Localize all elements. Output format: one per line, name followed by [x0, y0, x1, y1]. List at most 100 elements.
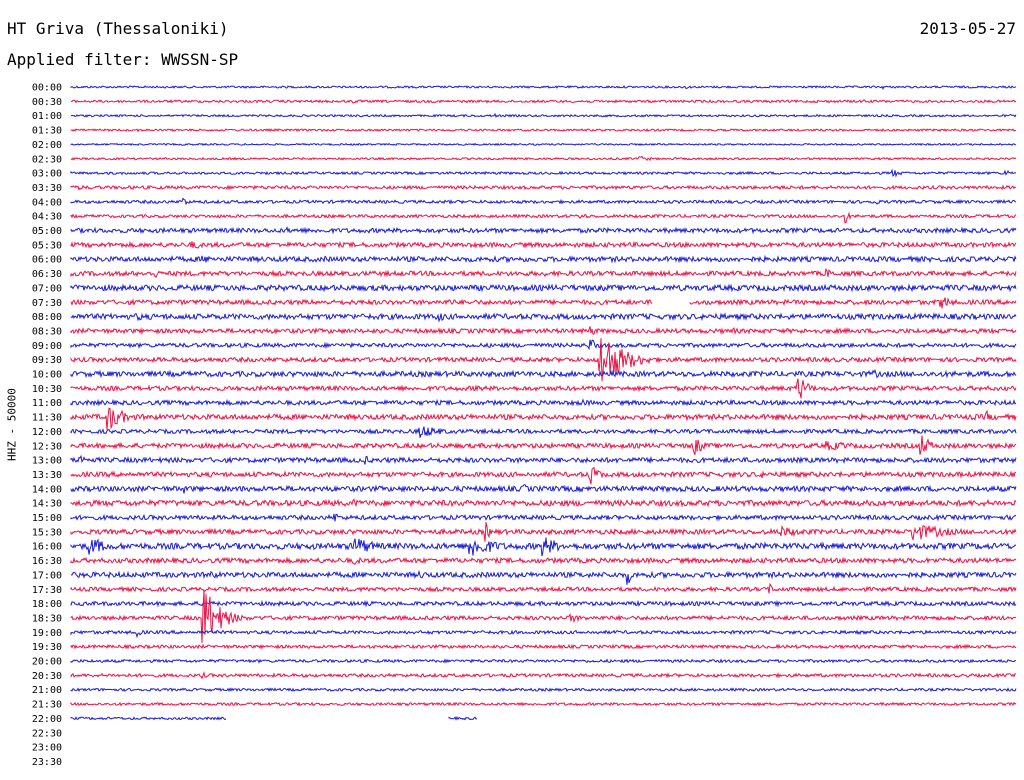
- trace-07:30: [70, 298, 653, 307]
- trace-16:00: [70, 537, 1017, 557]
- trace-19:30: [70, 643, 1017, 650]
- trace-03:00: [70, 168, 1017, 178]
- row-label: 08:30: [32, 326, 62, 337]
- trace-06:30: [70, 267, 1017, 279]
- row-label: 06:00: [32, 255, 62, 266]
- trace-18:00: [70, 599, 1017, 608]
- row-label: 20:30: [32, 671, 62, 682]
- row-label: 15:00: [32, 513, 62, 524]
- row-label: 04:30: [32, 212, 62, 223]
- trace-10:00: [70, 368, 1017, 379]
- trace-19:00: [70, 629, 1017, 639]
- trace-06:00: [70, 254, 1017, 264]
- row-label: 09:30: [32, 355, 62, 366]
- row-label: 11:30: [32, 413, 62, 424]
- trace-13:00: [70, 454, 1017, 465]
- trace-21:30: [70, 701, 1017, 707]
- row-label: 06:30: [32, 269, 62, 280]
- trace-17:00: [70, 569, 1017, 585]
- trace-02:30: [70, 155, 1017, 162]
- row-label: 18:30: [32, 613, 62, 624]
- trace-07:30: [689, 297, 1017, 309]
- trace-02:00: [70, 142, 1017, 147]
- trace-22:00: [448, 715, 478, 721]
- trace-17:30: [70, 582, 1017, 594]
- row-label: 03:00: [32, 169, 62, 180]
- row-label: 07:00: [32, 283, 62, 294]
- trace-16:30: [70, 556, 1017, 565]
- trace-13:30: [70, 466, 1017, 485]
- row-label: 00:30: [32, 97, 62, 108]
- row-label: 13:00: [32, 456, 62, 467]
- row-label: 08:00: [32, 312, 62, 323]
- trace-15:00: [70, 513, 1017, 522]
- row-label: 21:30: [32, 700, 62, 711]
- row-label: 22:30: [32, 728, 62, 739]
- row-label: 01:30: [32, 126, 62, 137]
- row-labels: 00:00 00:30 01:00 01:30 02:00 02:30 03:00 03:30…: [32, 83, 62, 768]
- trace-07:00: [70, 283, 1017, 293]
- trace-11:00: [70, 398, 1017, 407]
- trace-11:30: [70, 407, 1017, 430]
- row-label: 20:00: [32, 657, 62, 668]
- row-label: 10:30: [32, 384, 62, 395]
- row-label: 16:30: [32, 556, 62, 567]
- row-label: 16:00: [32, 542, 62, 553]
- row-label: 22:00: [32, 714, 62, 725]
- row-label: 15:30: [32, 527, 62, 538]
- record-date: 2013-05-27: [919, 19, 1016, 38]
- trace-14:30: [70, 498, 1017, 508]
- row-label: 14:30: [32, 499, 62, 510]
- trace-14:00: [70, 484, 1017, 494]
- row-label: 19:00: [32, 628, 62, 639]
- row-label: 02:00: [32, 140, 62, 151]
- trace-08:30: [70, 326, 1017, 336]
- row-label: 17:30: [32, 585, 62, 596]
- trace-05:00: [70, 226, 1017, 235]
- row-label: 05:30: [32, 240, 62, 251]
- trace-20:00: [70, 658, 1016, 664]
- row-label: 23:30: [32, 757, 62, 768]
- row-label: 12:30: [32, 441, 62, 452]
- trace-12:00: [70, 426, 1017, 438]
- row-label: 11:00: [32, 398, 62, 409]
- trace-00:30: [70, 99, 1017, 104]
- row-label: 05:00: [32, 226, 62, 237]
- row-label: 18:00: [32, 599, 62, 610]
- trace-00:00: [70, 84, 1017, 91]
- row-label: 10:00: [32, 370, 62, 381]
- row-label: 14:00: [32, 484, 62, 495]
- trace-09:00: [70, 339, 1017, 351]
- row-label: 00:00: [32, 83, 62, 94]
- trace-10:30: [70, 378, 1017, 399]
- trace-20:30: [70, 671, 1017, 680]
- trace-08:00: [70, 312, 1017, 323]
- filter-label: Applied filter: WWSSN-SP: [7, 50, 239, 69]
- trace-22:00: [70, 716, 227, 721]
- trace-lines: [70, 84, 1017, 721]
- trace-15:30: [70, 522, 1017, 542]
- trace-01:30: [70, 128, 1017, 133]
- row-label: 03:30: [32, 183, 62, 194]
- row-label: 21:00: [32, 685, 62, 696]
- trace-04:30: [70, 211, 1017, 224]
- row-label: 12:00: [32, 427, 62, 438]
- row-label: 19:30: [32, 642, 62, 653]
- row-label: 04:00: [32, 197, 62, 208]
- trace-01:00: [70, 112, 1017, 118]
- row-label: 01:00: [32, 111, 62, 122]
- trace-04:00: [70, 197, 1017, 206]
- row-label: 09:00: [32, 341, 62, 352]
- row-label: 17:00: [32, 570, 62, 581]
- row-label: 13:30: [32, 470, 62, 481]
- row-label: 02:30: [32, 154, 62, 165]
- trace-21:00: [70, 687, 1017, 693]
- trace-18:30: [70, 589, 1017, 643]
- trace-03:30: [70, 184, 1017, 191]
- row-label: 07:30: [32, 298, 62, 309]
- trace-05:30: [70, 240, 1017, 249]
- trace-12:30: [70, 435, 1017, 455]
- station-title: HT Griva (Thessaloniki): [7, 19, 229, 38]
- trace-09:30: [70, 338, 1017, 382]
